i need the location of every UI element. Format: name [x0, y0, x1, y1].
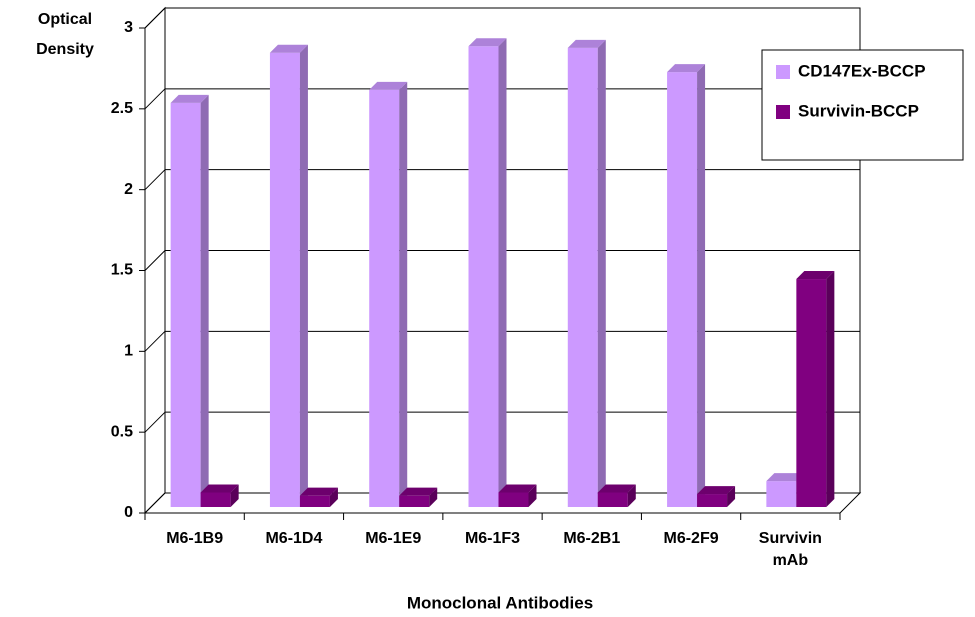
grid-line [144, 411, 166, 433]
grid-line [144, 88, 166, 110]
bar-front [766, 481, 797, 507]
bar [697, 486, 736, 507]
y-tick-label: 0.5 [111, 423, 133, 440]
bar-side [399, 81, 408, 508]
bar-side [200, 94, 209, 507]
x-tick-label: M6-1B9 [166, 530, 223, 547]
y-tick-label: 2.5 [111, 100, 133, 117]
bar-side [498, 38, 507, 507]
bar-top [170, 94, 209, 103]
legend-label: CD147Ex-BCCP [798, 61, 926, 80]
bar-side [429, 487, 438, 507]
bar [796, 271, 835, 507]
bar-front [170, 102, 201, 507]
x-tick-label: M6-2F9 [664, 530, 719, 547]
bar-front [369, 89, 400, 508]
grid-line [144, 169, 166, 191]
x-tick-label: M6-1E9 [365, 530, 421, 547]
bar-side [727, 486, 736, 507]
bar-top [697, 486, 736, 495]
bar-front [468, 46, 499, 507]
x-tick-label: M6-2B1 [563, 530, 620, 547]
bar-top [399, 487, 438, 496]
bar-top [766, 473, 805, 482]
bar-side [597, 39, 606, 507]
bar-front [796, 279, 827, 507]
bar-top [269, 44, 308, 53]
grid-line [144, 7, 166, 29]
bar-top [498, 484, 537, 493]
y-tick-label: 2 [124, 181, 133, 198]
y-axis-title-line: Density [36, 41, 94, 58]
grid-line [144, 492, 166, 514]
bar-front [399, 495, 430, 507]
legend-label: Survivin-BCCP [798, 101, 919, 120]
bar [468, 38, 507, 507]
bar-front [597, 492, 628, 507]
bar-side [299, 44, 308, 507]
bar [667, 64, 706, 507]
bar-side [627, 484, 636, 507]
bar [170, 94, 209, 507]
bar-top [299, 487, 338, 496]
bar-top [369, 81, 408, 90]
y-axis-title-line: Optical [38, 11, 92, 28]
bar-top [597, 484, 636, 493]
y-tick-label: 3 [124, 19, 133, 36]
bar-top [468, 38, 507, 47]
bar-front [697, 494, 728, 507]
bar-side [528, 484, 537, 507]
y-tick-label: 1.5 [111, 262, 133, 279]
bar-front [498, 492, 529, 507]
x-tick-label: M6-1F3 [465, 530, 520, 547]
bar [269, 44, 308, 507]
bar-front [667, 72, 698, 507]
bar-side [826, 271, 835, 507]
bar [299, 487, 338, 507]
bar [597, 484, 636, 507]
legend-box [761, 49, 964, 161]
y-tick-label: 1 [124, 343, 133, 360]
bar [399, 487, 438, 507]
y-axis-title: Optical Density [36, 11, 94, 58]
bar-top [667, 64, 706, 73]
bar [369, 81, 408, 508]
x-tick-label: M6-1D4 [265, 530, 322, 547]
bar-side [230, 484, 239, 507]
bar-front [269, 52, 300, 507]
bar [200, 484, 239, 507]
legend-swatch [776, 105, 790, 119]
bar-side [329, 487, 338, 507]
bar-top [796, 271, 835, 280]
bar-front [200, 492, 231, 507]
grid-line [144, 250, 166, 271]
x-axis-title: Monoclonal Antibodies [407, 593, 593, 612]
bar-front [299, 495, 330, 507]
x-tick-label: Survivin mAb [759, 530, 822, 569]
bar [498, 484, 537, 507]
bar-side [697, 64, 706, 507]
bar-top [200, 484, 239, 493]
bar-top [567, 39, 606, 48]
grid-line [144, 330, 166, 352]
legend: CD147Ex-BCCP Survivin-BCCP [761, 49, 964, 161]
legend-swatch [776, 65, 790, 79]
y-tick-label: 0 [124, 504, 133, 521]
bar-front [567, 47, 598, 507]
bar [567, 39, 606, 507]
